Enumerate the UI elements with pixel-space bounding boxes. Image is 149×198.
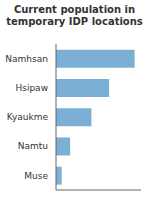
- svg-text:Muse: Muse: [24, 171, 48, 181]
- svg-text:Hsipaw: Hsipaw: [15, 83, 48, 93]
- svg-text:Kyaukme: Kyaukme: [8, 112, 48, 122]
- svg-text:Namtu: Namtu: [18, 141, 48, 151]
- svg-text:Namhsan: Namhsan: [8, 54, 48, 64]
- html-text:Current population in temporar: Current population in temporary IDP loca…: [6, 4, 143, 27]
